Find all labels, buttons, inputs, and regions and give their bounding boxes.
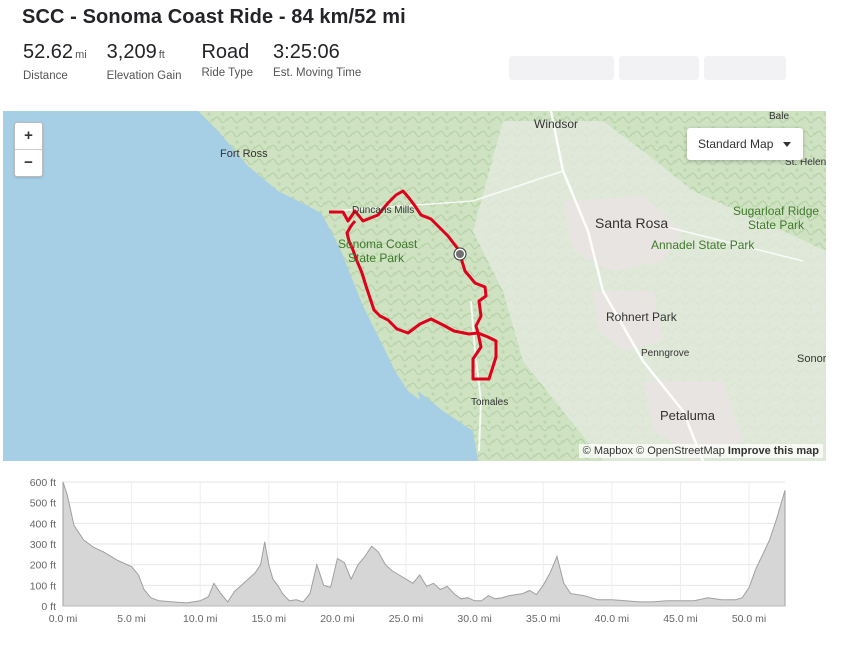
y-tick-label: 200 ft: [30, 560, 56, 572]
x-tick-label: 0.0 mi: [49, 613, 78, 625]
y-tick-label: 500 ft: [30, 498, 56, 510]
place-label-annadel: Annadel State Park: [651, 238, 755, 252]
y-tick-label: 600 ft: [30, 477, 56, 489]
map-canvas[interactable]: [3, 111, 826, 461]
place-label-sonoma-coast-2: State Park: [348, 251, 405, 265]
route-line-south-loop[interactable]: [471, 331, 498, 381]
action-button-1[interactable]: [509, 56, 614, 80]
y-tick-label: 400 ft: [30, 518, 56, 530]
ocean: [3, 111, 473, 461]
stat-elevation-label: Elevation Gain: [106, 70, 182, 82]
zoom-control: + −: [14, 122, 43, 177]
zoom-in-button[interactable]: +: [24, 127, 33, 144]
place-label-fort-ross: Fort Ross: [220, 148, 268, 160]
x-tick-label: 10.0 mi: [183, 613, 217, 625]
x-tick-label: 35.0 mi: [526, 613, 560, 625]
place-label-sonoma-coast: Sonoma Coast: [338, 237, 418, 251]
place-label-rohnert-park: Rohnert Park: [606, 310, 677, 324]
stat-moving-time-label: Est. Moving Time: [273, 67, 362, 79]
route-map[interactable]: Windsor Fort Ross Bale St. Helen Duncans…: [3, 111, 826, 461]
stat-moving-time-value: 3:25:06: [273, 41, 340, 63]
place-label-santa-rosa: Santa Rosa: [595, 215, 669, 231]
y-tick-label: 0 ft: [41, 601, 56, 613]
action-button-2[interactable]: [619, 56, 699, 80]
place-label-penngrove: Penngrove: [641, 348, 690, 359]
x-tick-label: 25.0 mi: [389, 613, 423, 625]
route-stats: 52.62 mi Distance 3,209 ft Elevation Gain …: [23, 42, 381, 82]
zoom-divider: [15, 149, 42, 150]
x-tick-label: 40.0 mi: [595, 613, 629, 625]
improve-map-link[interactable]: Improve this map: [727, 445, 819, 457]
place-label-windsor: Windsor: [534, 117, 579, 131]
map-type-label: Standard Map: [698, 137, 774, 151]
elevation-area: [62, 481, 786, 607]
stat-elevation-unit: ft: [158, 49, 165, 61]
checkered-flag-icon: [456, 250, 464, 258]
stat-distance-value: 52.62: [23, 41, 74, 63]
place-label-petaluma: Petaluma: [660, 408, 715, 423]
x-tick-label: 5.0 mi: [117, 613, 146, 625]
elevation-chart[interactable]: 0 ft 100 ft 200 ft 300 ft 400 ft 500 ft 600 ft…: [0, 462, 843, 648]
road-river: [332, 170, 564, 212]
road-east: [642, 220, 804, 262]
place-label-sonoma: Sonor: [797, 353, 826, 365]
chevron-down-icon: [783, 142, 791, 147]
route-title: SCC - Sonoma Coast Ride - 84 km/52 mi: [22, 6, 406, 28]
petaluma-urban: [643, 381, 743, 456]
mapbox-attribution-link[interactable]: © Mapbox: [582, 445, 633, 457]
stat-ride-type-label: Ride Type: [201, 67, 254, 79]
x-tick-label: 30.0 mi: [457, 613, 491, 625]
y-tick-label: 300 ft: [30, 539, 56, 551]
osm-attribution-link[interactable]: © OpenStreetMap: [636, 445, 725, 457]
elevation-x-axis: 0.0 mi 5.0 mi 10.0 mi 15.0 mi 20.0 mi 25.0 mi…: [49, 605, 785, 625]
place-label-duncans-mills: Duncans Mills: [352, 205, 415, 216]
stat-elevation: 3,209 ft Elevation Gain: [107, 42, 182, 82]
place-label-bale: Bale: [769, 111, 790, 122]
place-label-sugarloaf-2: State Park: [748, 218, 805, 232]
stat-distance-unit: mi: [75, 49, 87, 61]
x-tick-label: 20.0 mi: [320, 613, 354, 625]
place-label-sugarloaf: Sugarloaf Ridge: [733, 204, 820, 218]
stat-distance-label: Distance: [23, 70, 68, 82]
x-tick-label: 45.0 mi: [663, 613, 697, 625]
map-type-dropdown[interactable]: Standard Map: [687, 128, 803, 160]
stat-moving-time: 3:25:06 Est. Moving Time: [273, 42, 361, 82]
stat-elevation-value: 3,209: [106, 41, 157, 63]
place-label-st-helen: St. Helen: [785, 157, 826, 168]
route-line-main[interactable]: [329, 189, 488, 336]
y-tick-label: 100 ft: [30, 580, 56, 592]
stat-ride-type-value: Road: [201, 41, 250, 63]
action-button-3[interactable]: [704, 56, 786, 80]
x-tick-label: 15.0 mi: [252, 613, 286, 625]
x-tick-label: 50.0 mi: [732, 613, 766, 625]
zoom-out-button[interactable]: −: [24, 154, 33, 171]
stat-ride-type: Road Ride Type: [201, 42, 253, 82]
place-label-tomales: Tomales: [471, 397, 509, 408]
stat-distance: 52.62 mi Distance: [23, 42, 87, 82]
tomales-bay: [418, 391, 478, 461]
map-attribution: © Mapbox © OpenStreetMap Improve this ma…: [578, 444, 823, 458]
elevation-y-axis: 0 ft 100 ft 200 ft 300 ft 400 ft 500 ft 600 ft: [30, 477, 56, 613]
road-hwy1: [470, 300, 483, 452]
